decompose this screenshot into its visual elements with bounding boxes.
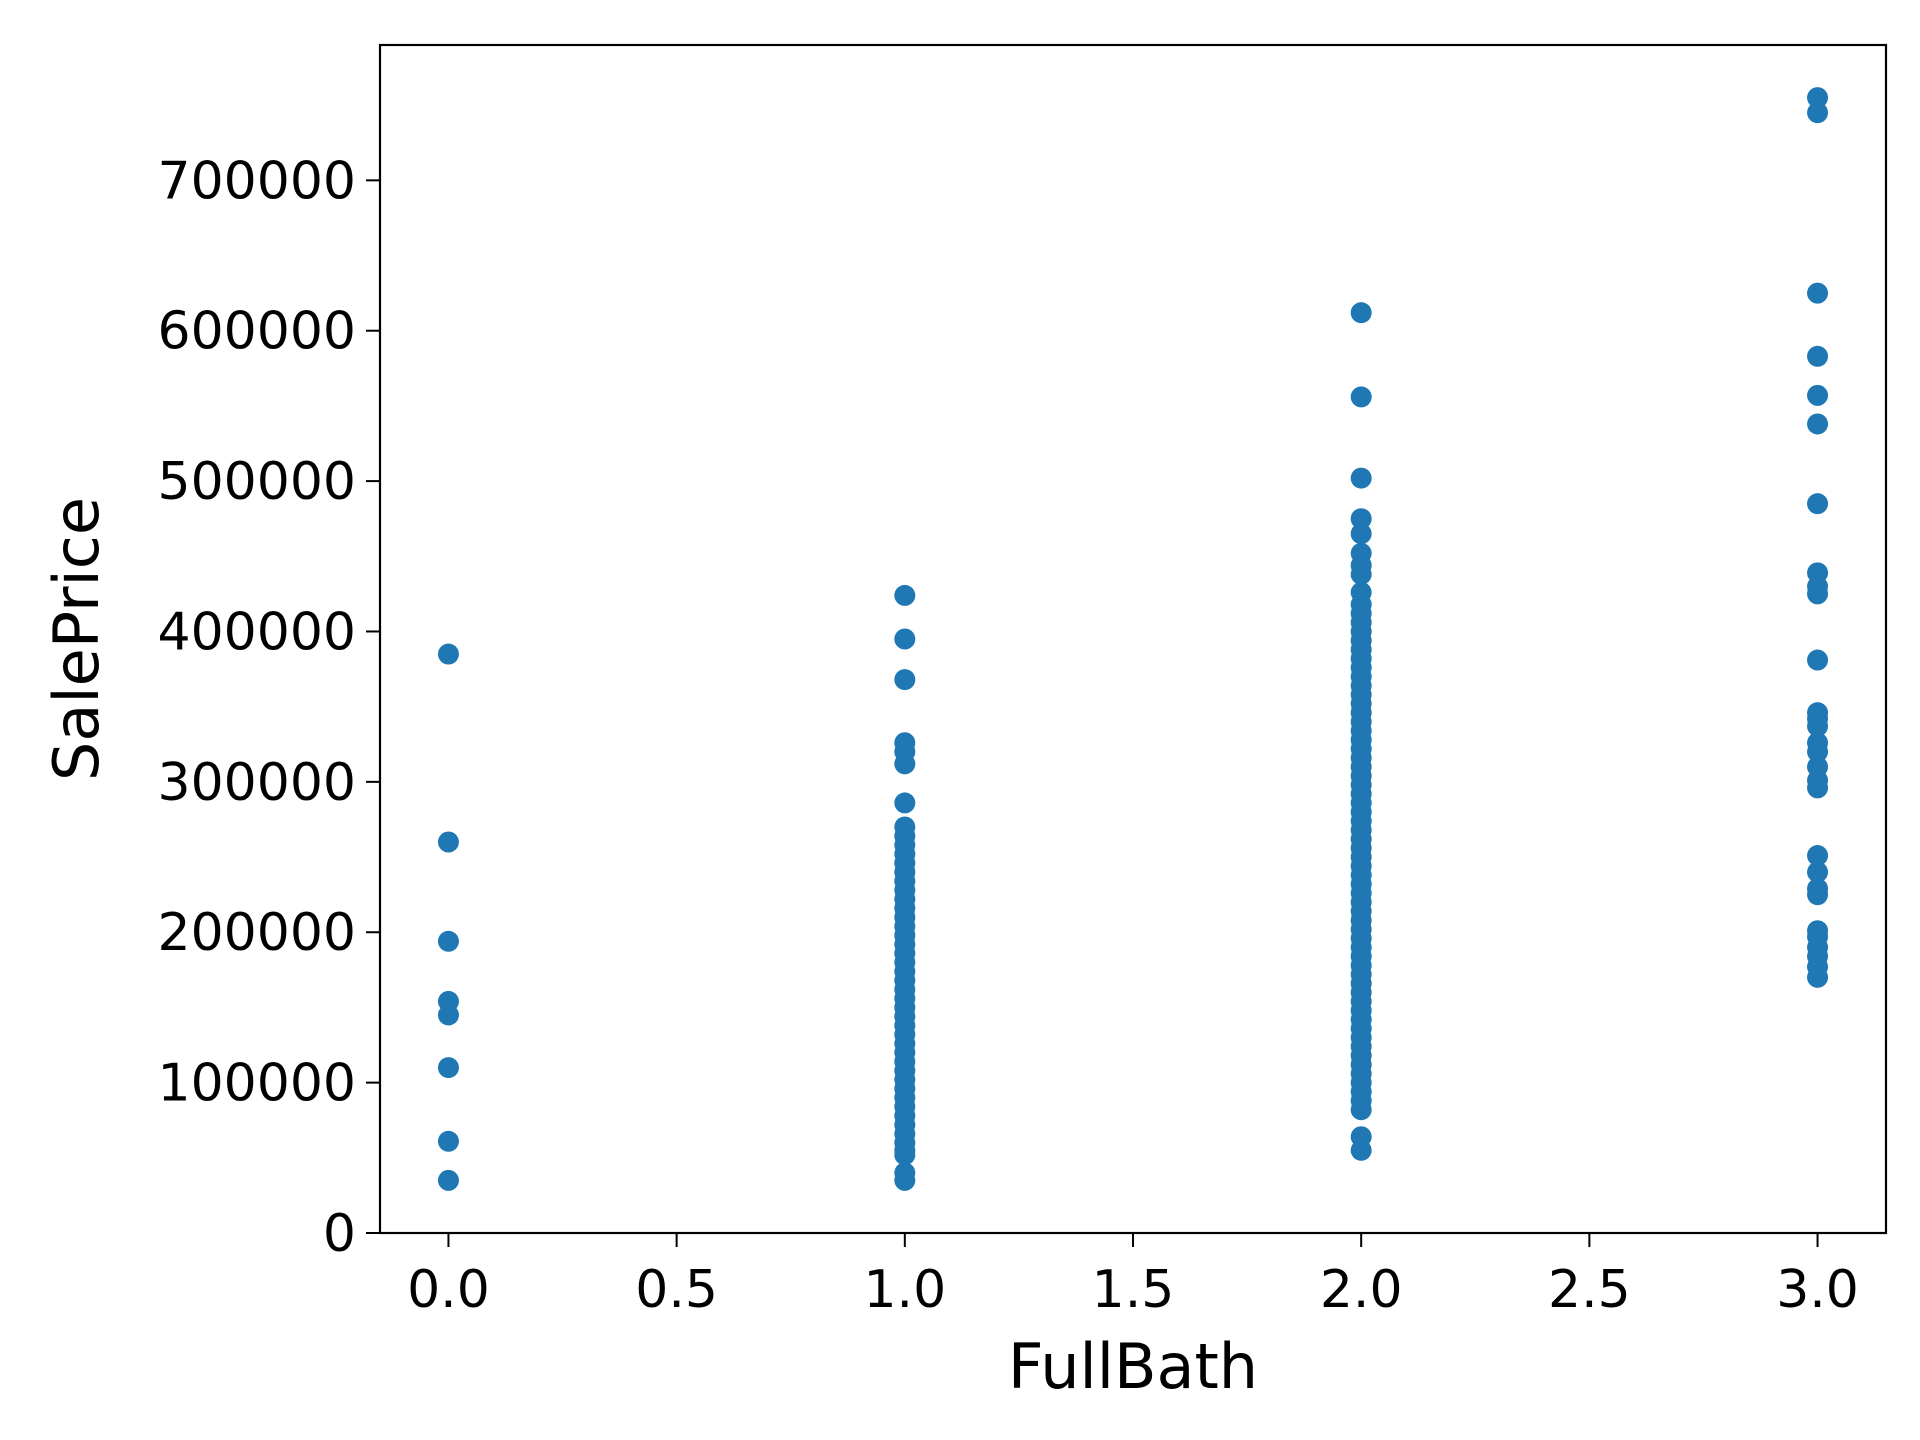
data-point xyxy=(894,1162,916,1184)
data-point xyxy=(1807,345,1829,367)
data-point xyxy=(1350,523,1372,545)
x-tick-label: 2.5 xyxy=(1548,1260,1631,1320)
data-point xyxy=(1807,384,1829,406)
data-point xyxy=(437,990,459,1012)
y-tick-label: 600000 xyxy=(157,302,356,362)
data-point xyxy=(1807,282,1829,304)
x-tick-label: 0.0 xyxy=(407,1260,490,1320)
data-point xyxy=(894,669,916,691)
x-tick-label: 2.0 xyxy=(1320,1260,1403,1320)
data-point xyxy=(437,1169,459,1191)
y-tick-label: 400000 xyxy=(157,602,356,662)
data-point xyxy=(1350,467,1372,489)
data-point xyxy=(1807,413,1829,435)
data-point xyxy=(1807,756,1829,778)
data-point xyxy=(437,1057,459,1079)
points-layer xyxy=(437,87,1829,1191)
data-point xyxy=(1807,493,1829,515)
data-point xyxy=(437,1130,459,1152)
y-axis: 0 100000 200000 300000 400000 500000 600000 700… xyxy=(157,151,380,1264)
y-tick-label: 100000 xyxy=(157,1054,356,1114)
data-point xyxy=(437,831,459,853)
data-point xyxy=(1807,102,1829,124)
x-axis: 0.0 0.5 1.0 1.5 2.0 2.5 3.0 xyxy=(407,1233,1859,1320)
x-axis-title: FullBath xyxy=(1008,1330,1258,1403)
data-point xyxy=(1807,702,1829,724)
data-point xyxy=(894,732,916,754)
data-point xyxy=(894,584,916,606)
data-point xyxy=(1807,649,1829,671)
data-point xyxy=(1807,861,1829,883)
y-axis-title: SalePrice xyxy=(40,497,113,781)
y-tick-label: 700000 xyxy=(157,151,356,211)
data-point xyxy=(437,643,459,665)
y-tick-label: 0 xyxy=(323,1204,356,1264)
data-point xyxy=(1807,878,1829,900)
x-tick-label: 1.5 xyxy=(1092,1260,1175,1320)
y-tick-label: 300000 xyxy=(157,753,356,813)
x-tick-label: 1.0 xyxy=(863,1260,946,1320)
data-point xyxy=(1807,920,1829,942)
data-point xyxy=(1350,542,1372,564)
data-point xyxy=(1350,508,1372,530)
data-point xyxy=(1350,581,1372,603)
data-point xyxy=(1807,732,1829,754)
x-tick-label: 3.0 xyxy=(1776,1260,1859,1320)
y-tick-label: 200000 xyxy=(157,903,356,963)
data-point xyxy=(1807,87,1829,109)
data-point xyxy=(894,792,916,814)
x-tick-label: 0.5 xyxy=(635,1260,718,1320)
y-tick-label: 500000 xyxy=(157,452,356,512)
data-point xyxy=(1350,386,1372,408)
data-point xyxy=(1807,562,1829,584)
data-point xyxy=(1350,302,1372,324)
data-point xyxy=(1807,845,1829,867)
data-point xyxy=(1350,1126,1372,1148)
data-point xyxy=(894,628,916,650)
plot-frame xyxy=(378,43,1888,1235)
data-point xyxy=(437,930,459,952)
data-point xyxy=(894,816,916,838)
